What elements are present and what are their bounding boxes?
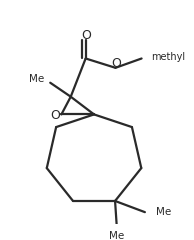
Text: Me: Me <box>109 231 125 240</box>
Text: Me: Me <box>156 207 171 217</box>
Text: Me: Me <box>29 74 45 84</box>
Text: O: O <box>82 29 92 42</box>
Text: O: O <box>50 109 60 122</box>
Text: O: O <box>112 57 121 70</box>
Text: methyl: methyl <box>151 52 185 62</box>
